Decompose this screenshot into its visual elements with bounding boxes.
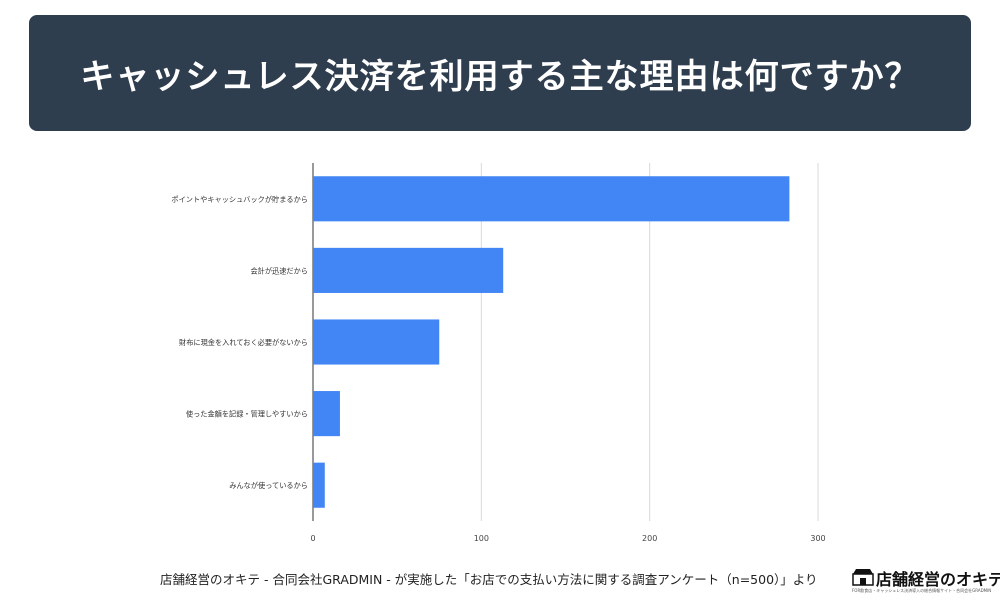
- category-label: 会計が迅速だから: [250, 266, 308, 275]
- source-footer: 店舗経営のオキテ - 合同会社GRADMIN - が実施した「お店での支払い方法…: [160, 572, 818, 587]
- x-tick-label: 100: [474, 534, 489, 543]
- category-label: みんなが使っているから: [229, 481, 308, 490]
- shop-icon: [852, 569, 874, 586]
- bar: [313, 319, 440, 365]
- category-label: 財布に現金を入れておく必要がないから: [179, 338, 308, 347]
- logo-subtext: FOR飲食店・キャッシュレス決済導入の総合情報サイト・合同会社GRADMIN: [852, 588, 992, 593]
- bar: [313, 462, 325, 508]
- title-banner: キャッシュレス決済を利用する主な理由は何ですか？: [29, 15, 971, 131]
- category-label: ポイントやキャッシュバックが貯まるから: [171, 195, 308, 204]
- bar: [313, 391, 340, 437]
- x-tick-label: 0: [310, 534, 315, 543]
- bar: [313, 176, 790, 222]
- bar: [313, 247, 504, 293]
- logo-text: 店舗経営のオキテ: [876, 570, 1000, 589]
- x-tick-label: 200: [642, 534, 657, 543]
- chart-title: キャッシュレス決済を利用する主な理由は何ですか？: [80, 56, 920, 97]
- site-logo: 店舗経営のオキテ FOR飲食店・キャッシュレス決済導入の総合情報サイト・合同会社…: [852, 566, 1000, 598]
- bar-chart: 0 100 200 300 ポイントやキャッシュバックが貯まるから会計が迅速だから財布に…: [171, 163, 826, 543]
- x-tick-label: 300: [810, 534, 825, 543]
- category-label: 使った金額を記録・管理しやすいから: [186, 410, 308, 419]
